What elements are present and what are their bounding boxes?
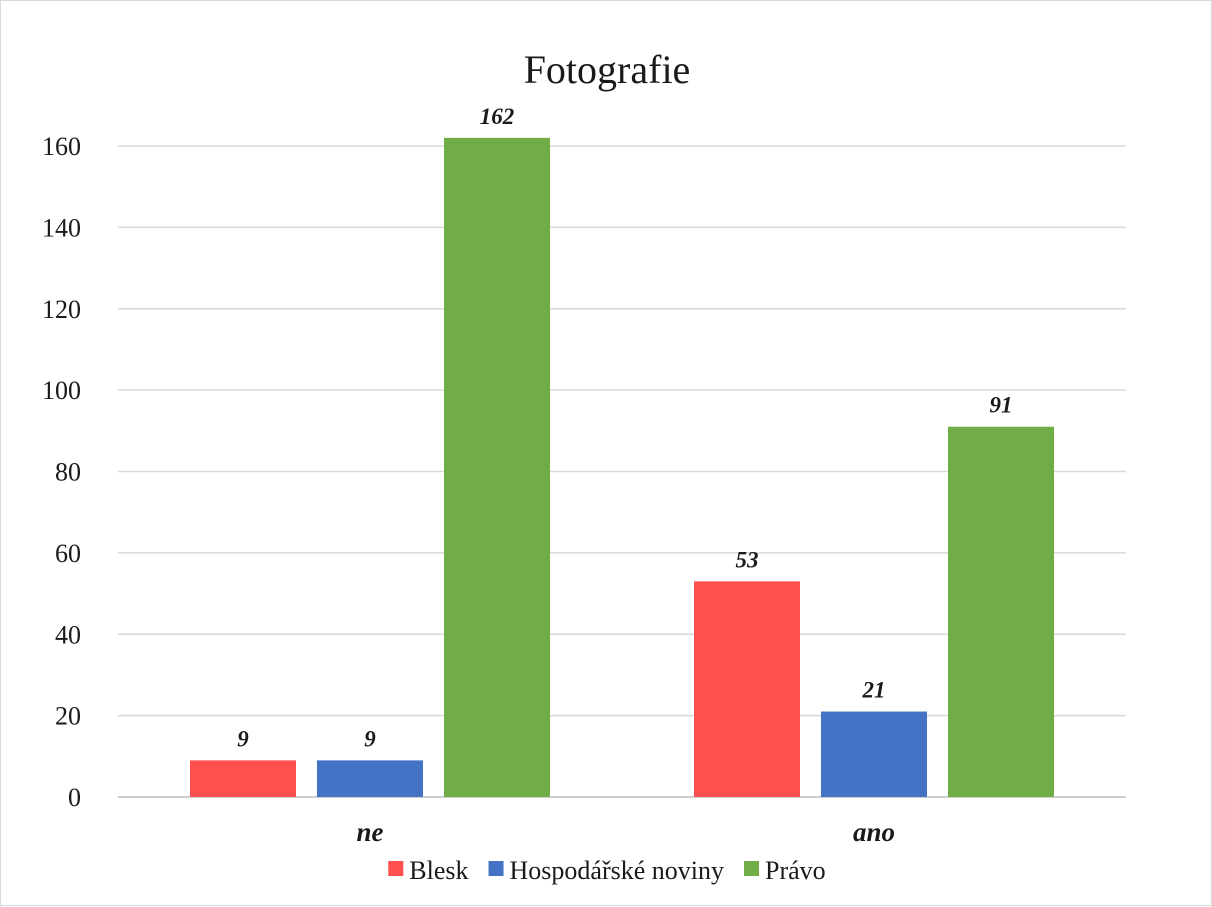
x-axis-categories: ne ano xyxy=(357,817,896,847)
gridlines xyxy=(118,145,1126,798)
data-label: 53 xyxy=(736,547,759,572)
legend-item: Hospodářské noviny xyxy=(488,856,724,885)
legend-label: Blesk xyxy=(409,856,468,885)
x-category-label: ano xyxy=(853,817,895,847)
chart-title: Fotografie xyxy=(524,47,691,92)
y-tick-label: 100 xyxy=(42,376,81,405)
bar xyxy=(948,426,1054,797)
y-tick-label: 0 xyxy=(68,783,81,812)
legend-swatch xyxy=(388,861,404,876)
legend-swatch xyxy=(744,861,760,876)
bar xyxy=(821,711,927,797)
x-category-label: ne xyxy=(357,817,384,847)
bar xyxy=(694,581,800,797)
y-tick-label: 140 xyxy=(42,213,81,242)
data-label: 9 xyxy=(237,726,249,751)
data-label: 162 xyxy=(480,104,515,129)
bar xyxy=(444,137,550,798)
y-tick-label: 80 xyxy=(55,458,81,487)
data-label: 21 xyxy=(862,678,886,703)
legend-item: Právo xyxy=(744,856,826,885)
data-label: 91 xyxy=(990,393,1013,418)
data-label: 9 xyxy=(364,726,376,751)
bar xyxy=(317,760,423,797)
y-tick-label: 120 xyxy=(42,295,81,324)
bars xyxy=(190,137,1054,798)
y-tick-label: 40 xyxy=(55,620,81,649)
bar xyxy=(190,760,296,797)
y-tick-label: 60 xyxy=(55,539,81,568)
legend-swatch xyxy=(488,861,504,876)
legend: Blesk Hospodářské noviny Právo xyxy=(388,856,826,885)
legend-item: Blesk xyxy=(388,856,469,885)
y-tick-label: 20 xyxy=(55,702,81,731)
legend-label: Hospodářské noviny xyxy=(510,856,724,885)
y-tick-label: 160 xyxy=(42,132,81,161)
legend-label: Právo xyxy=(765,856,826,885)
y-axis-ticks: 0 20 40 60 80 100 120 140 160 xyxy=(42,132,81,812)
data-labels: 9 9 162 53 21 91 xyxy=(237,104,1012,752)
